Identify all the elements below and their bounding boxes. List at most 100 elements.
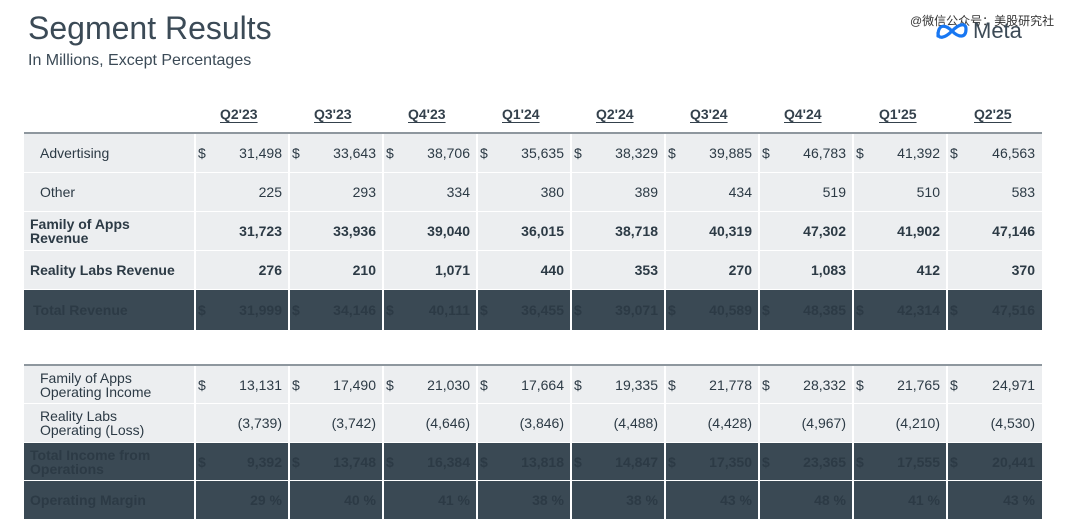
- income-col-separator: [664, 481, 666, 519]
- income-col-separator: [852, 404, 854, 442]
- income-value-cell: (3,739): [237, 415, 282, 431]
- income-value-cell: 28,332: [803, 377, 846, 393]
- income-col-separator: [758, 481, 760, 519]
- meta-infinity-icon: [936, 23, 968, 39]
- currency-symbol: $: [950, 377, 958, 393]
- income-value-cell: 13,131: [239, 377, 282, 393]
- currency-symbol: $: [856, 377, 864, 393]
- revenue-row-label: Advertising: [40, 145, 110, 161]
- currency-symbol: $: [198, 145, 206, 161]
- income-row-label-line2: Operations: [30, 461, 104, 477]
- revenue-col-separator: [382, 251, 384, 289]
- revenue-col-separator: [288, 251, 290, 289]
- revenue-value-cell: 47,516: [992, 302, 1035, 318]
- income-value-cell: (3,742): [331, 415, 376, 431]
- income-col-separator: [288, 366, 290, 403]
- revenue-value-cell: 370: [1011, 262, 1035, 278]
- revenue-value-cell: 39,071: [615, 302, 658, 318]
- income-col-separator: [476, 443, 478, 480]
- revenue-col-separator: [946, 290, 948, 330]
- income-value-cell: 13,748: [333, 454, 376, 470]
- currency-symbol: $: [574, 302, 582, 318]
- currency-symbol: $: [292, 302, 300, 318]
- income-col-separator: [758, 404, 760, 442]
- revenue-value-cell: 519: [822, 184, 846, 200]
- column-header-4: Q2'24: [596, 106, 634, 122]
- revenue-value-cell: 334: [446, 184, 470, 200]
- income-col-separator: [570, 481, 572, 519]
- revenue-row-label: Other: [40, 184, 76, 200]
- revenue-col-separator: [852, 290, 854, 330]
- revenue-col-separator: [758, 173, 760, 211]
- revenue-col-separator: [382, 134, 384, 172]
- revenue-value-cell: 353: [634, 262, 658, 278]
- revenue-col-separator: [476, 290, 478, 330]
- revenue-value-cell: 39,040: [427, 223, 470, 239]
- currency-symbol: $: [668, 302, 676, 318]
- page-subtitle: In Millions, Except Percentages: [28, 52, 252, 69]
- revenue-row-1: [24, 173, 1042, 211]
- revenue-col-separator: [570, 290, 572, 330]
- revenue-row-label-line2: Revenue: [30, 230, 89, 246]
- column-header-6: Q4'24: [784, 106, 822, 122]
- meta-logo-text: Meta: [973, 18, 1022, 43]
- revenue-col-separator: [194, 173, 196, 211]
- watermark: @微信公众号：美股研究社: [910, 14, 1055, 28]
- income-value-cell: 19,335: [615, 377, 658, 393]
- revenue-value-cell: 31,723: [239, 223, 282, 239]
- income-col-separator: [382, 443, 384, 480]
- revenue-col-separator: [194, 134, 196, 172]
- income-value-cell: (3,846): [519, 415, 564, 431]
- income-row-0: [24, 366, 1042, 403]
- income-col-separator: [946, 443, 948, 480]
- income-value-cell: 17,555: [897, 454, 940, 470]
- income-col-separator: [570, 404, 572, 442]
- income-col-separator: [664, 404, 666, 442]
- income-row-label: Family of Apps: [40, 370, 132, 386]
- income-value-cell: 16,384: [427, 454, 470, 470]
- revenue-col-separator: [758, 212, 760, 250]
- income-col-separator: [852, 481, 854, 519]
- currency-symbol: $: [386, 454, 394, 470]
- income-value-cell: 17,490: [333, 377, 376, 393]
- column-header-5: Q3'24: [690, 106, 728, 122]
- currency-symbol: $: [292, 377, 300, 393]
- revenue-col-separator: [946, 173, 948, 211]
- revenue-row-3: [24, 251, 1042, 289]
- revenue-col-separator: [852, 134, 854, 172]
- currency-symbol: $: [480, 454, 488, 470]
- revenue-value-cell: 1,071: [434, 262, 470, 278]
- column-header-1: Q3'23: [314, 106, 352, 122]
- income-col-separator: [946, 366, 948, 403]
- income-col-separator: [382, 366, 384, 403]
- currency-symbol: $: [574, 377, 582, 393]
- revenue-value-cell: 36,015: [521, 223, 564, 239]
- revenue-col-separator: [194, 212, 196, 250]
- income-value-cell: (4,428): [707, 415, 752, 431]
- revenue-col-separator: [664, 290, 666, 330]
- revenue-col-separator: [570, 134, 572, 172]
- income-value-cell: 43 %: [720, 492, 752, 508]
- revenue-col-separator: [570, 212, 572, 250]
- income-row-1: [24, 404, 1042, 442]
- currency-symbol: $: [198, 454, 206, 470]
- currency-symbol: $: [574, 145, 582, 161]
- revenue-value-cell: 270: [728, 262, 752, 278]
- income-value-cell: 14,847: [615, 454, 658, 470]
- income-value-cell: 23,365: [803, 454, 846, 470]
- revenue-value-cell: 434: [728, 184, 752, 200]
- income-value-cell: 41 %: [908, 492, 940, 508]
- income-col-separator: [288, 481, 290, 519]
- currency-symbol: $: [292, 145, 300, 161]
- revenue-value-cell: 440: [540, 262, 564, 278]
- income-value-cell: (4,210): [895, 415, 940, 431]
- revenue-row-label: Total Revenue: [33, 302, 128, 318]
- revenue-value-cell: 36,455: [521, 302, 564, 318]
- revenue-value-cell: 210: [352, 262, 376, 278]
- currency-symbol: $: [292, 454, 300, 470]
- revenue-col-separator: [382, 290, 384, 330]
- income-value-cell: (4,530): [990, 415, 1035, 431]
- currency-symbol: $: [480, 145, 488, 161]
- income-col-separator: [476, 404, 478, 442]
- income-col-separator: [476, 366, 478, 403]
